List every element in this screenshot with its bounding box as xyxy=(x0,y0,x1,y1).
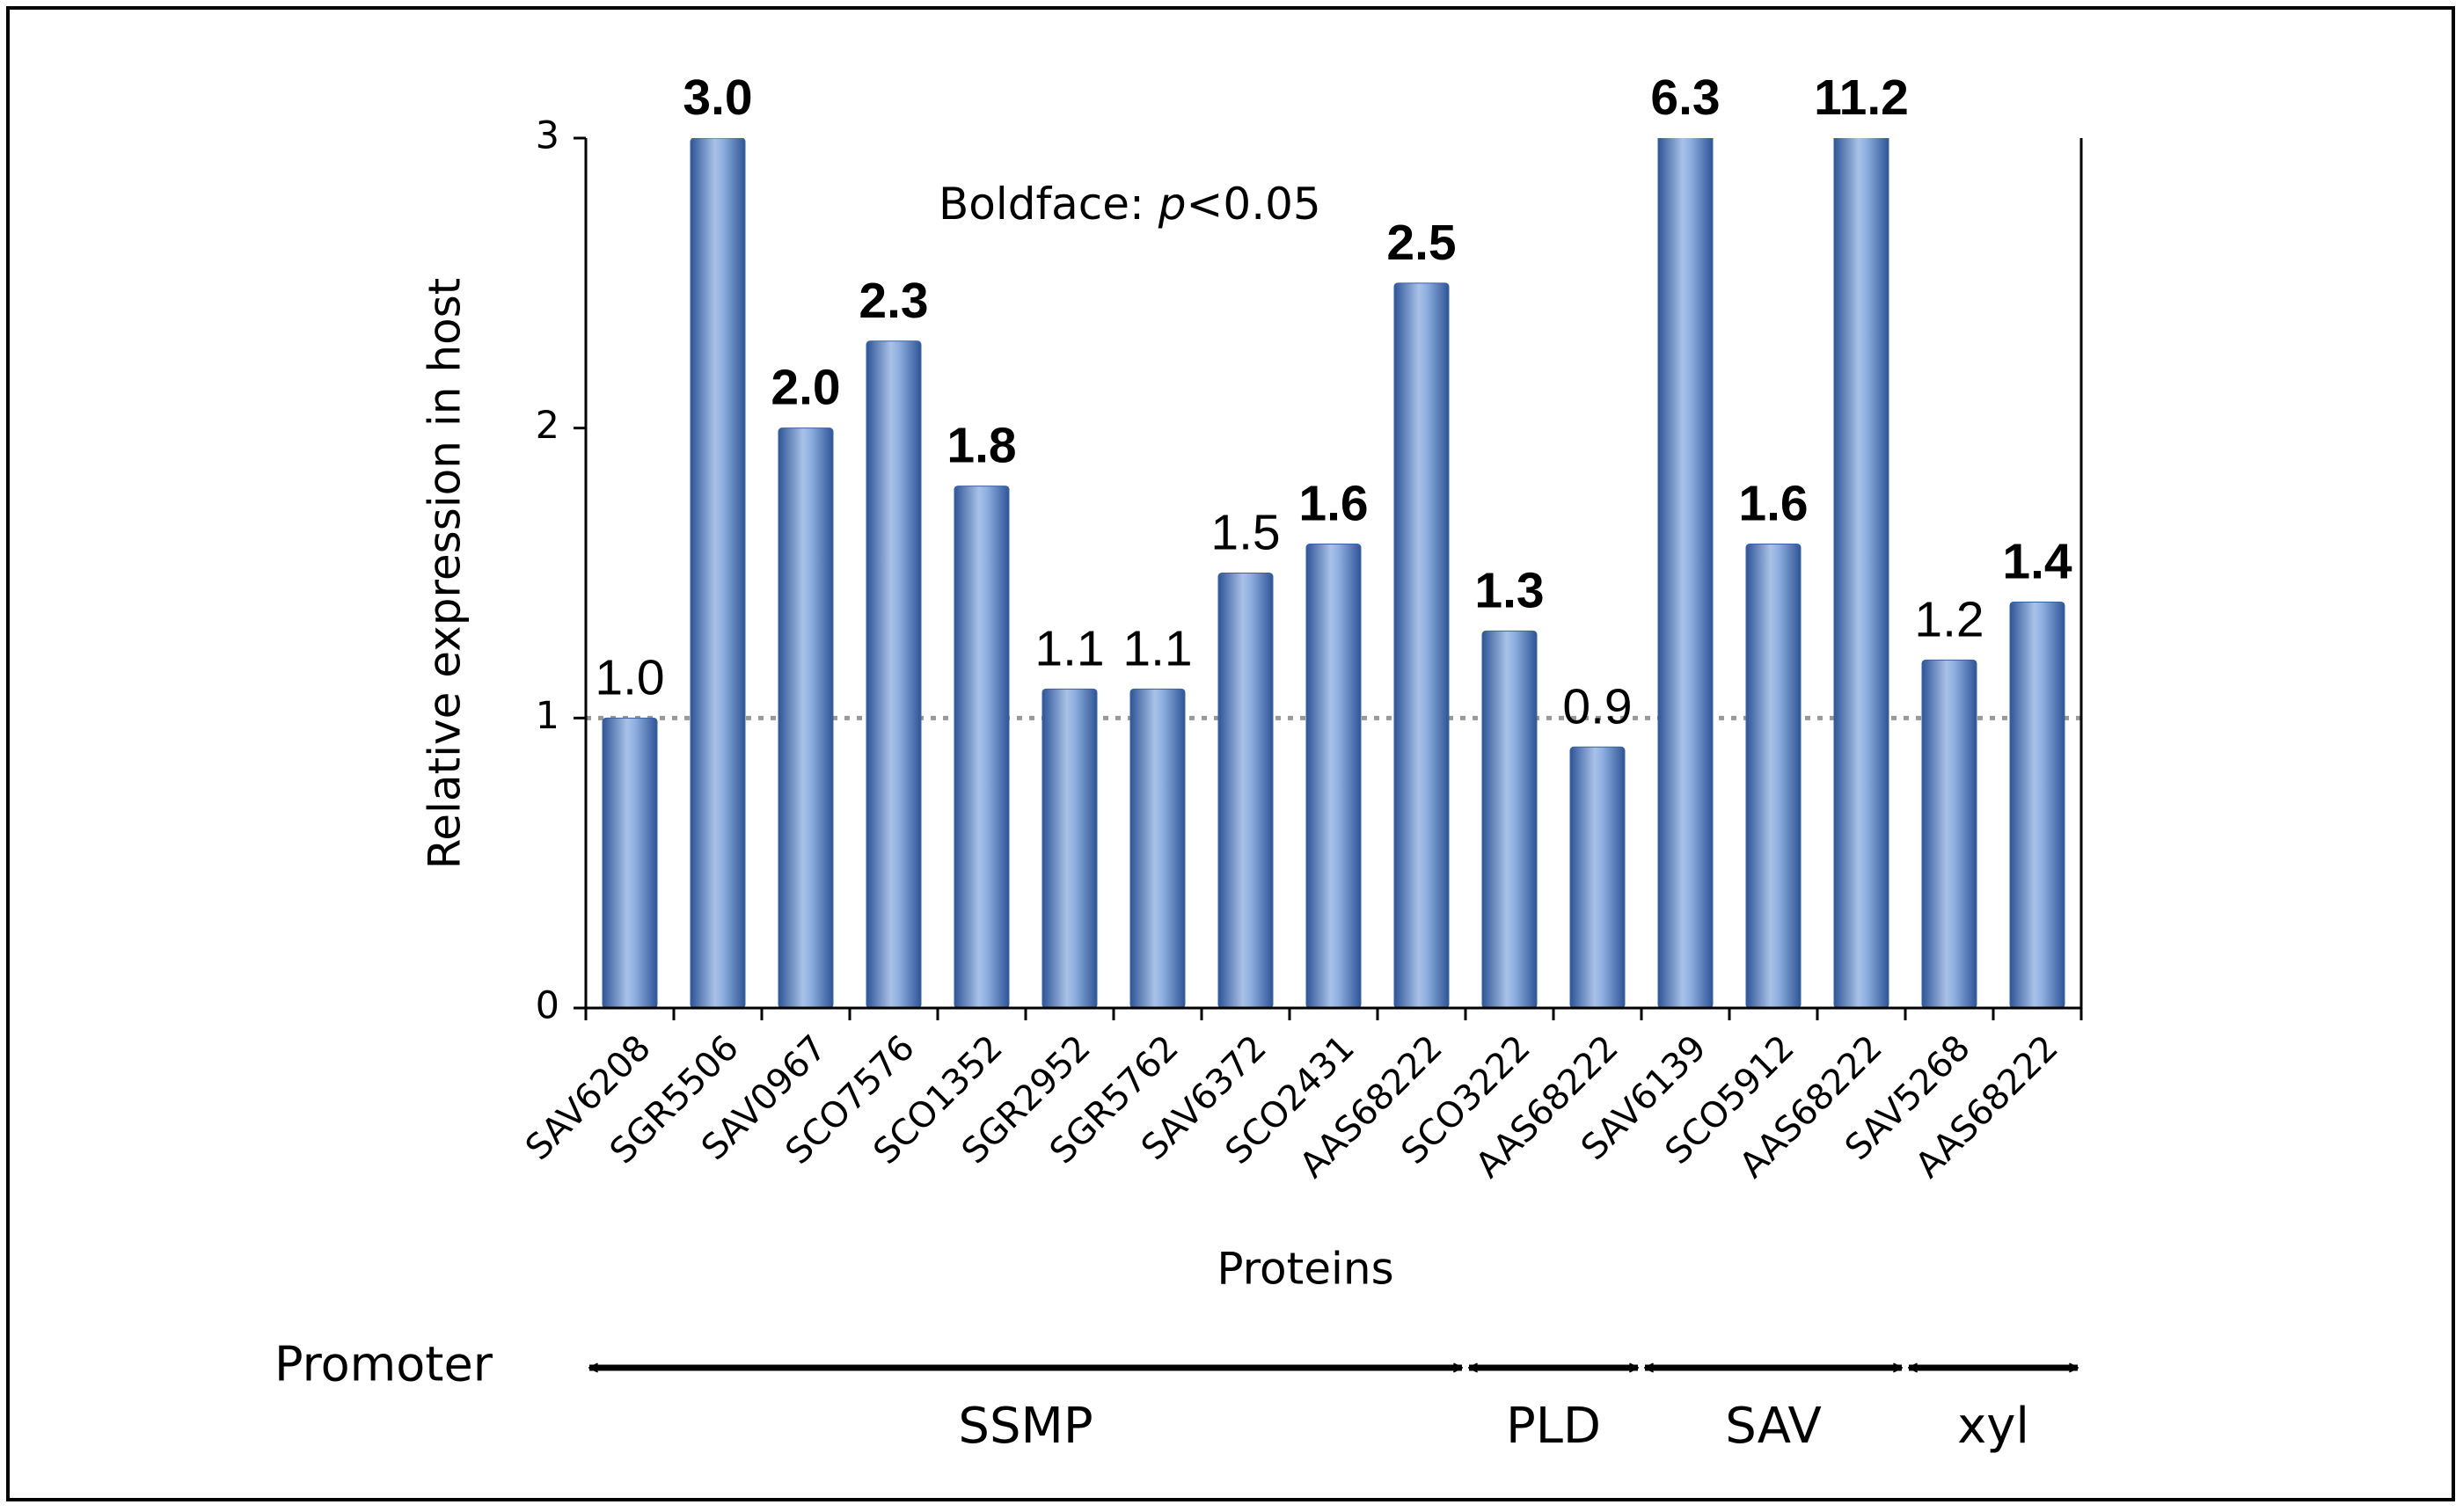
annotation-text: Boldface: xyxy=(939,179,1158,230)
bar xyxy=(1305,544,1362,1008)
annotation: Boldface: p<0.05 xyxy=(939,179,1321,230)
bar xyxy=(1921,659,1977,1008)
bar xyxy=(1129,688,1186,1008)
frame xyxy=(6,6,2455,1501)
value-label: 1.1 xyxy=(1122,620,1192,676)
group-label: SAV xyxy=(1725,1398,1822,1455)
y-tick-label: 2 xyxy=(536,404,559,448)
value-label: 1.4 xyxy=(2002,534,2072,590)
x-axis-title: Proteins xyxy=(1217,1244,1393,1295)
y-tick-label: 1 xyxy=(536,694,559,738)
bar xyxy=(866,340,922,1008)
value-label: 2.0 xyxy=(771,360,840,416)
group-label: xyl xyxy=(1957,1398,2029,1455)
bar xyxy=(2009,601,2065,1008)
annotation-text: p xyxy=(1158,179,1187,230)
bar xyxy=(1217,573,1274,1008)
bar xyxy=(690,138,746,1008)
bar xyxy=(602,717,658,1008)
value-label: 2.3 xyxy=(859,273,928,329)
bar xyxy=(1393,282,1450,1008)
plot-area xyxy=(602,138,2065,1008)
bar xyxy=(1745,544,1802,1008)
bar xyxy=(1657,138,1714,1008)
bar xyxy=(1481,630,1538,1008)
bar xyxy=(778,427,834,1008)
group-title: Promoter xyxy=(274,1337,493,1392)
bar xyxy=(1041,688,1098,1008)
value-label: 1.1 xyxy=(1034,620,1104,676)
y-tick-label: 3 xyxy=(536,114,559,158)
group-label: PLD xyxy=(1506,1398,1601,1455)
value-label: 2.5 xyxy=(1386,215,1456,271)
bar xyxy=(1833,138,1889,1008)
value-label: 6.3 xyxy=(1650,69,1720,126)
value-label: 1.6 xyxy=(1738,476,1808,532)
value-label: 0.9 xyxy=(1562,678,1632,734)
y-axis-title: Relative expression in host xyxy=(420,278,471,870)
y-tick-label: 0 xyxy=(536,984,559,1028)
value-label: 1.6 xyxy=(1298,476,1368,532)
bar xyxy=(1569,746,1626,1008)
value-label: 1.2 xyxy=(1914,591,1984,647)
value-label: 1.8 xyxy=(946,418,1016,474)
value-label: 1.5 xyxy=(1210,505,1280,561)
value-label: 11.2 xyxy=(1814,69,1909,126)
annotation-text: <0.05 xyxy=(1187,179,1321,230)
value-label: 1.3 xyxy=(1474,562,1544,618)
bar xyxy=(954,486,1010,1008)
value-label: 3.0 xyxy=(683,69,752,126)
value-label: 1.0 xyxy=(595,649,664,705)
group-label: SSMP xyxy=(958,1398,1093,1455)
